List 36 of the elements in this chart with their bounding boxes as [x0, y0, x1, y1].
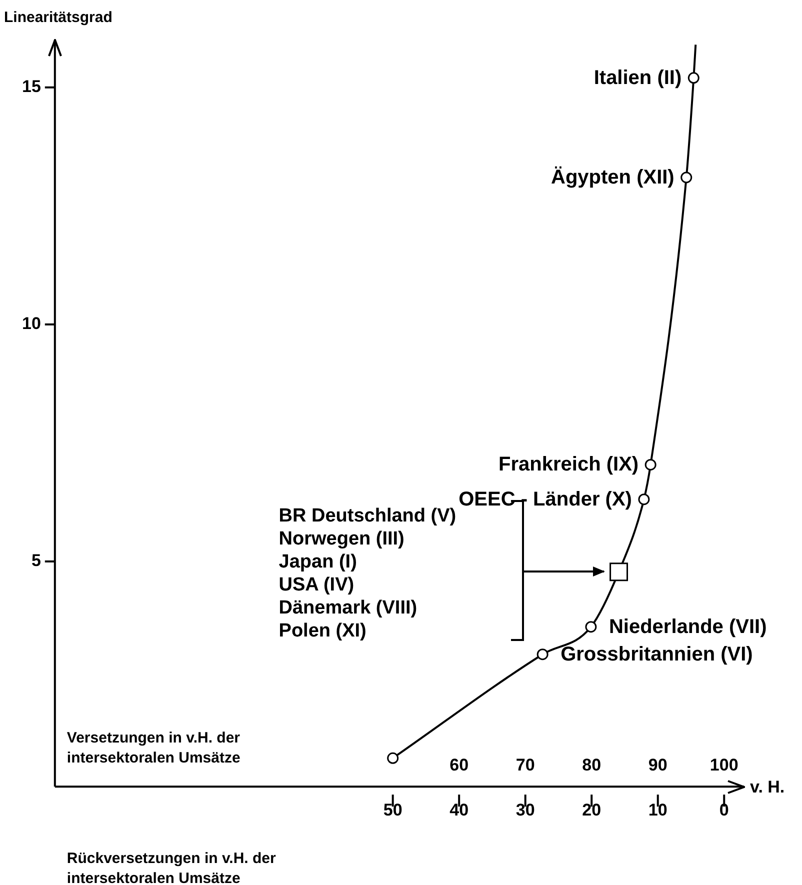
- point: [680, 172, 692, 184]
- annotation: Ägypten (XII): [551, 165, 674, 188]
- point: [644, 458, 656, 470]
- annotation: Norwegen (III): [278, 528, 404, 550]
- x-axis-title: Rückversetzungen in v.H. der intersektoralen Umsätze: [66, 850, 276, 885]
- y-tick-label: 10: [22, 314, 41, 334]
- point: [387, 752, 399, 764]
- y-axis-title: Linearitätsgrad: [4, 9, 112, 26]
- y-tick-label: 5: [31, 551, 41, 570]
- x-tick-label: 10: [648, 800, 668, 820]
- x-tick-label: 40: [450, 800, 469, 820]
- x2-tick-label: 80: [582, 756, 602, 775]
- x2-axis-title: Versetzungen in v.H. der intersektoralen Umsätze: [66, 730, 240, 767]
- annotation: Japan (I): [278, 551, 357, 572]
- annotation: BR Deutschland (V): [278, 505, 456, 526]
- annotation: Italien (II): [594, 66, 682, 89]
- point: [688, 72, 700, 84]
- point: [610, 562, 628, 582]
- annotation: Niederlande (VII): [608, 616, 767, 638]
- x-tick-label: 20: [582, 800, 602, 820]
- x2-tick-label: 90: [648, 756, 668, 775]
- point: [536, 648, 548, 660]
- x-tick-label: 50: [383, 800, 402, 820]
- text: v. H.: [750, 778, 785, 797]
- x2-tick-label: 60: [450, 756, 469, 775]
- point: [585, 621, 597, 633]
- annotation: Dänemark (VIII): [278, 597, 418, 618]
- y-tick-label: 15: [22, 77, 41, 96]
- annotation: Grossbritannien (VI): [560, 643, 753, 666]
- annotation: USA (IV): [278, 574, 354, 596]
- annotation: Polen (XI): [278, 620, 366, 642]
- x2-tick-label: 100: [710, 756, 738, 775]
- point: [638, 494, 650, 506]
- x-tick-label: 30: [516, 800, 535, 820]
- x2-tick-label: 70: [516, 756, 535, 775]
- annotation: Frankreich (IX): [498, 454, 639, 476]
